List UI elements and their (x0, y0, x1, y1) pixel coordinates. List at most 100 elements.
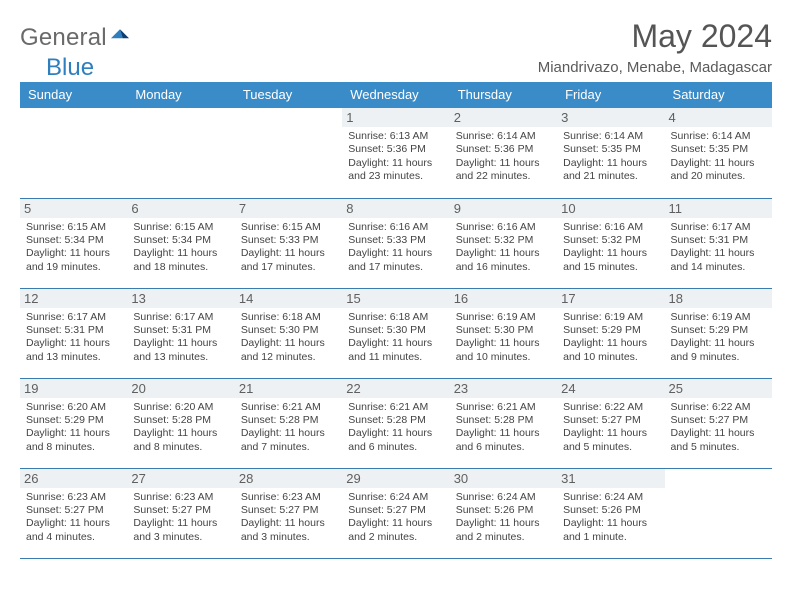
calendar-cell: 21Sunrise: 6:21 AMSunset: 5:28 PMDayligh… (235, 378, 342, 468)
daylight-line: Daylight: 11 hours and 5 minutes. (671, 427, 766, 454)
calendar-cell (235, 108, 342, 198)
calendar-cell: 10Sunrise: 6:16 AMSunset: 5:32 PMDayligh… (557, 198, 664, 288)
sunset-line: Sunset: 5:35 PM (671, 143, 766, 156)
calendar-cell: 8Sunrise: 6:16 AMSunset: 5:33 PMDaylight… (342, 198, 449, 288)
daylight-line: Daylight: 11 hours and 13 minutes. (133, 337, 228, 364)
daylight-line: Daylight: 11 hours and 17 minutes. (241, 247, 336, 274)
sunrise-line: Sunrise: 6:20 AM (26, 401, 121, 414)
day-number: 4 (665, 108, 772, 127)
day-number: 25 (665, 379, 772, 398)
calendar-cell (127, 108, 234, 198)
sunrise-line: Sunrise: 6:24 AM (456, 491, 551, 504)
sunset-line: Sunset: 5:31 PM (671, 234, 766, 247)
calendar-week-row: 26Sunrise: 6:23 AMSunset: 5:27 PMDayligh… (20, 468, 772, 558)
calendar-cell: 9Sunrise: 6:16 AMSunset: 5:32 PMDaylight… (450, 198, 557, 288)
day-number: 11 (665, 199, 772, 218)
daylight-line: Daylight: 11 hours and 8 minutes. (26, 427, 121, 454)
weekday-header: Wednesday (342, 82, 449, 108)
day-info: Sunrise: 6:13 AMSunset: 5:36 PMDaylight:… (348, 130, 443, 184)
calendar-cell: 30 Sunrise: 6:24 AMSunset: 5:26 PMDayligh… (450, 468, 557, 558)
daylight-line: Daylight: 11 hours and 15 minutes. (563, 247, 658, 274)
daylight-line: Daylight: 11 hours and 20 minutes. (671, 157, 766, 184)
weekday-header: Friday (557, 82, 664, 108)
calendar-cell: 27Sunrise: 6:23 AMSunset: 5:27 PMDayligh… (127, 468, 234, 558)
day-info: Sunrise: 6:14 AMSunset: 5:35 PMDaylight:… (671, 130, 766, 184)
calendar-cell: 28Sunrise: 6:23 AMSunset: 5:27 PMDayligh… (235, 468, 342, 558)
daylight-line: Daylight: 11 hours and 10 minutes. (563, 337, 658, 364)
calendar-cell: 24Sunrise: 6:22 AMSunset: 5:27 PMDayligh… (557, 378, 664, 468)
day-info: Sunrise: 6:14 AMSunset: 5:36 PMDaylight:… (456, 130, 551, 184)
calendar-cell: 2 Sunrise: 6:14 AMSunset: 5:36 PMDaylight… (450, 108, 557, 198)
daylight-line: Daylight: 11 hours and 19 minutes. (26, 247, 121, 274)
title-block: May 2024 (631, 18, 772, 55)
day-number: 30 (450, 469, 557, 488)
weekday-header: Thursday (450, 82, 557, 108)
calendar-cell: 31Sunrise: 6:24 AMSunset: 5:26 PMDayligh… (557, 468, 664, 558)
calendar-week-row: 19Sunrise: 6:20 AMSunset: 5:29 PMDayligh… (20, 378, 772, 468)
sunrise-line: Sunrise: 6:16 AM (348, 221, 443, 234)
sunset-line: Sunset: 5:33 PM (241, 234, 336, 247)
sunrise-line: Sunrise: 6:16 AM (456, 221, 551, 234)
sunset-line: Sunset: 5:28 PM (133, 414, 228, 427)
day-number: 1 (342, 108, 449, 127)
daylight-line: Daylight: 11 hours and 18 minutes. (133, 247, 228, 274)
weekday-header: Sunday (20, 82, 127, 108)
day-info: Sunrise: 6:17 AMSunset: 5:31 PMDaylight:… (671, 221, 766, 275)
sunset-line: Sunset: 5:26 PM (563, 504, 658, 517)
weekday-header: Tuesday (235, 82, 342, 108)
day-info: Sunrise: 6:22 AMSunset: 5:27 PMDaylight:… (671, 401, 766, 455)
calendar-cell: 14Sunrise: 6:18 AMSunset: 5:30 PMDayligh… (235, 288, 342, 378)
day-info: Sunrise: 6:17 AMSunset: 5:31 PMDaylight:… (26, 311, 121, 365)
sunrise-line: Sunrise: 6:19 AM (671, 311, 766, 324)
sunrise-line: Sunrise: 6:14 AM (456, 130, 551, 143)
daylight-line: Daylight: 11 hours and 5 minutes. (563, 427, 658, 454)
weekday-header: Monday (127, 82, 234, 108)
calendar-cell: 1 Sunrise: 6:13 AMSunset: 5:36 PMDaylight… (342, 108, 449, 198)
day-info: Sunrise: 6:14 AMSunset: 5:35 PMDaylight:… (563, 130, 658, 184)
weekday-header-row: SundayMondayTuesdayWednesdayThursdayFrid… (20, 82, 772, 108)
sunrise-line: Sunrise: 6:13 AM (348, 130, 443, 143)
calendar-cell: 13Sunrise: 6:17 AMSunset: 5:31 PMDayligh… (127, 288, 234, 378)
day-info: Sunrise: 6:15 AMSunset: 5:34 PMDaylight:… (133, 221, 228, 275)
brand-word2-wrap: Blue (20, 48, 94, 82)
sunrise-line: Sunrise: 6:15 AM (241, 221, 336, 234)
calendar-cell: 29 Sunrise: 6:24 AMSunset: 5:27 PMDayligh… (342, 468, 449, 558)
sunrise-line: Sunrise: 6:24 AM (563, 491, 658, 504)
day-number: 2 (450, 108, 557, 127)
sunrise-line: Sunrise: 6:18 AM (241, 311, 336, 324)
calendar-cell (20, 108, 127, 198)
sunrise-line: Sunrise: 6:22 AM (671, 401, 766, 414)
day-info: Sunrise: 6:20 AMSunset: 5:29 PMDaylight:… (26, 401, 121, 455)
day-info: Sunrise: 6:22 AMSunset: 5:27 PMDaylight:… (563, 401, 658, 455)
calendar-cell: 11 Sunrise: 6:17 AMSunset: 5:31 PMDayligh… (665, 198, 772, 288)
daylight-line: Daylight: 11 hours and 6 minutes. (456, 427, 551, 454)
sunrise-line: Sunrise: 6:21 AM (348, 401, 443, 414)
calendar-cell: 20Sunrise: 6:20 AMSunset: 5:28 PMDayligh… (127, 378, 234, 468)
day-info: Sunrise: 6:20 AMSunset: 5:28 PMDaylight:… (133, 401, 228, 455)
sunrise-line: Sunrise: 6:17 AM (671, 221, 766, 234)
day-info: Sunrise: 6:17 AMSunset: 5:31 PMDaylight:… (133, 311, 228, 365)
day-number: 18 (665, 289, 772, 308)
calendar-cell: 25 Sunrise: 6:22 AMSunset: 5:27 PMDayligh… (665, 378, 772, 468)
sunset-line: Sunset: 5:27 PM (133, 504, 228, 517)
day-info: Sunrise: 6:21 AMSunset: 5:28 PMDaylight:… (348, 401, 443, 455)
sunset-line: Sunset: 5:30 PM (241, 324, 336, 337)
calendar-cell: 22Sunrise: 6:21 AMSunset: 5:28 PMDayligh… (342, 378, 449, 468)
header: General May 2024 (20, 18, 772, 55)
sunset-line: Sunset: 5:34 PM (26, 234, 121, 247)
sunset-line: Sunset: 5:32 PM (563, 234, 658, 247)
sunset-line: Sunset: 5:28 PM (241, 414, 336, 427)
sunset-line: Sunset: 5:33 PM (348, 234, 443, 247)
day-number: 23 (450, 379, 557, 398)
sunrise-line: Sunrise: 6:24 AM (348, 491, 443, 504)
day-number: 29 (342, 469, 449, 488)
daylight-line: Daylight: 11 hours and 17 minutes. (348, 247, 443, 274)
calendar-cell: 12Sunrise: 6:17 AMSunset: 5:31 PMDayligh… (20, 288, 127, 378)
day-info: Sunrise: 6:24 AMSunset: 5:26 PMDaylight:… (456, 491, 551, 545)
day-info: Sunrise: 6:24 AMSunset: 5:27 PMDaylight:… (348, 491, 443, 545)
sunset-line: Sunset: 5:36 PM (348, 143, 443, 156)
day-number: 7 (235, 199, 342, 218)
sunset-line: Sunset: 5:26 PM (456, 504, 551, 517)
sunrise-line: Sunrise: 6:18 AM (348, 311, 443, 324)
day-info: Sunrise: 6:19 AMSunset: 5:29 PMDaylight:… (563, 311, 658, 365)
